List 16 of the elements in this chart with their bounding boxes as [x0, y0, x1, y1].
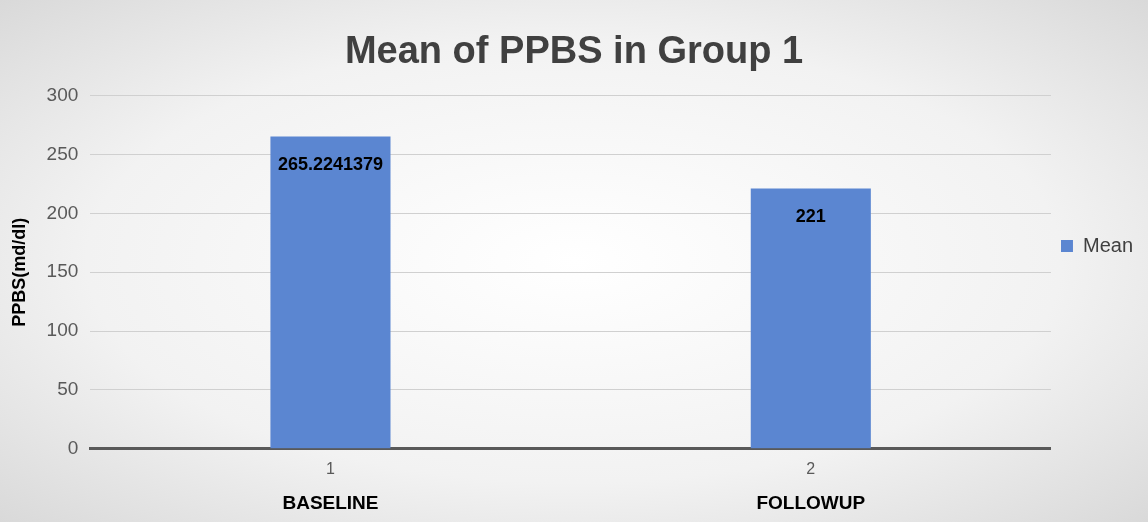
y-tick-label: 50 [57, 378, 79, 400]
y-tick-label: 300 [46, 83, 79, 105]
chart-title: Mean of PPBS in Group 1 [344, 29, 804, 72]
y-tick-label: 0 [67, 437, 79, 459]
x-tick-label: 1 [326, 459, 336, 477]
y-axis-title: PPBS(md/dl) [8, 217, 29, 327]
data-label: 265.2241379 [277, 153, 384, 174]
legend-label: Mean [1082, 233, 1133, 256]
y-tick-label: 250 [46, 142, 79, 164]
x-tick-label: 2 [806, 459, 816, 477]
y-tick-label: 150 [46, 260, 79, 282]
y-tick-label: 200 [46, 201, 79, 223]
text: BASELINE [282, 492, 379, 514]
data-label: 221 [795, 205, 826, 226]
y-tick-label: 100 [46, 319, 79, 341]
text: FOLLOWUP [756, 492, 866, 514]
